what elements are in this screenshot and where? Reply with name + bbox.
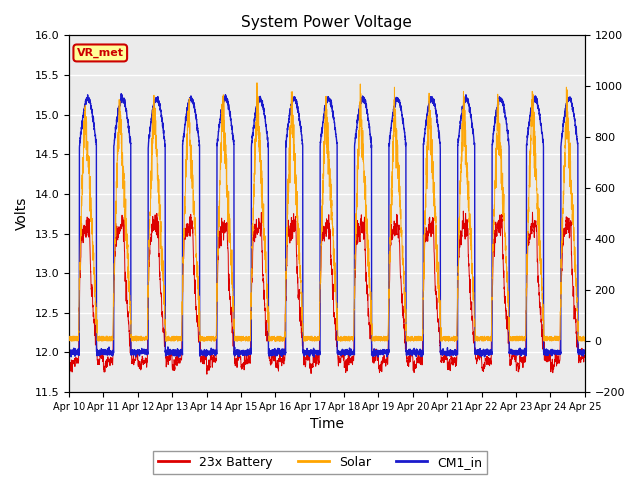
Title: System Power Voltage: System Power Voltage — [241, 15, 412, 30]
Y-axis label: Volts: Volts — [15, 197, 29, 230]
Text: VR_met: VR_met — [77, 48, 124, 58]
Legend: 23x Battery, Solar, CM1_in: 23x Battery, Solar, CM1_in — [153, 451, 487, 474]
X-axis label: Time: Time — [310, 418, 344, 432]
